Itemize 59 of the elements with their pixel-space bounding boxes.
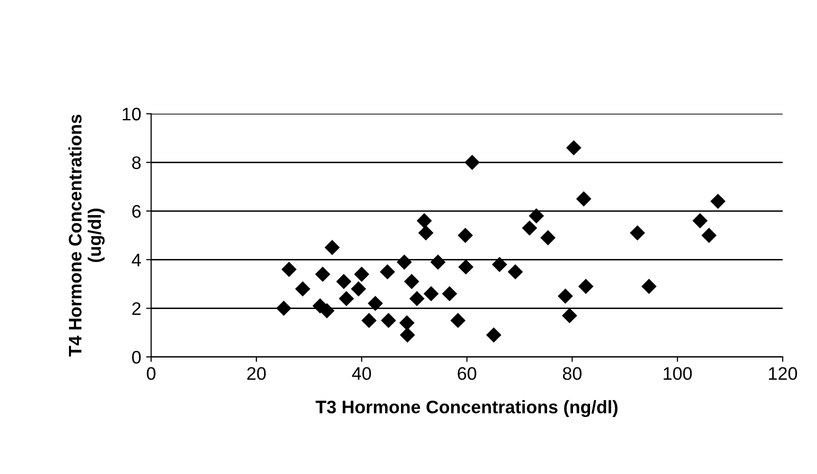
x-tick-label: 0	[146, 367, 156, 380]
x-tick-label: 40	[352, 367, 371, 380]
x-tick-label: 120	[769, 367, 798, 380]
point	[380, 312, 396, 328]
y-tick-label: 4	[132, 254, 141, 266]
point	[315, 266, 330, 282]
point	[380, 264, 396, 280]
point	[361, 312, 377, 328]
point	[399, 315, 415, 330]
point	[418, 225, 434, 241]
point	[276, 300, 292, 316]
x-axis-title: T3 Hormone Concentrations (ng/dl)	[316, 400, 618, 418]
point	[492, 256, 508, 272]
point	[630, 225, 646, 241]
point	[508, 264, 523, 280]
point	[424, 286, 439, 302]
y-tick-label: 10	[122, 108, 141, 120]
point	[558, 288, 573, 304]
y-tick-label: 6	[132, 204, 141, 218]
point	[576, 191, 592, 206]
point	[578, 278, 594, 294]
point	[350, 281, 366, 296]
point	[336, 274, 352, 290]
y-axis-title: T4 Hormone Concentrations (ug/dl)	[68, 114, 105, 357]
point	[562, 308, 578, 324]
x-tick-label: 20	[247, 367, 266, 380]
point	[710, 194, 726, 209]
point	[319, 303, 335, 318]
point	[701, 228, 717, 243]
point	[458, 259, 474, 275]
point	[458, 228, 473, 243]
point	[416, 213, 432, 228]
point	[295, 281, 310, 296]
point	[522, 220, 538, 236]
point	[692, 213, 708, 228]
point	[641, 278, 657, 294]
point	[450, 312, 466, 328]
point	[442, 286, 458, 302]
x-tick-label: 100	[664, 367, 692, 380]
x-tick-label: 60	[458, 367, 476, 380]
point	[540, 230, 556, 246]
point	[528, 208, 544, 224]
point	[430, 254, 446, 270]
y-tick-label: 0	[132, 350, 141, 364]
point	[396, 254, 412, 270]
point	[324, 240, 340, 256]
point	[464, 154, 480, 170]
point	[486, 327, 502, 343]
y-tick-label: 2	[132, 302, 141, 315]
point	[281, 262, 297, 277]
point	[400, 327, 416, 343]
y-tick-label: 8	[132, 156, 141, 170]
point	[566, 140, 582, 156]
point	[404, 274, 420, 290]
point	[354, 266, 370, 282]
x-tick-label: 80	[562, 367, 582, 380]
point	[409, 290, 425, 306]
point	[368, 296, 383, 312]
point	[338, 290, 354, 306]
